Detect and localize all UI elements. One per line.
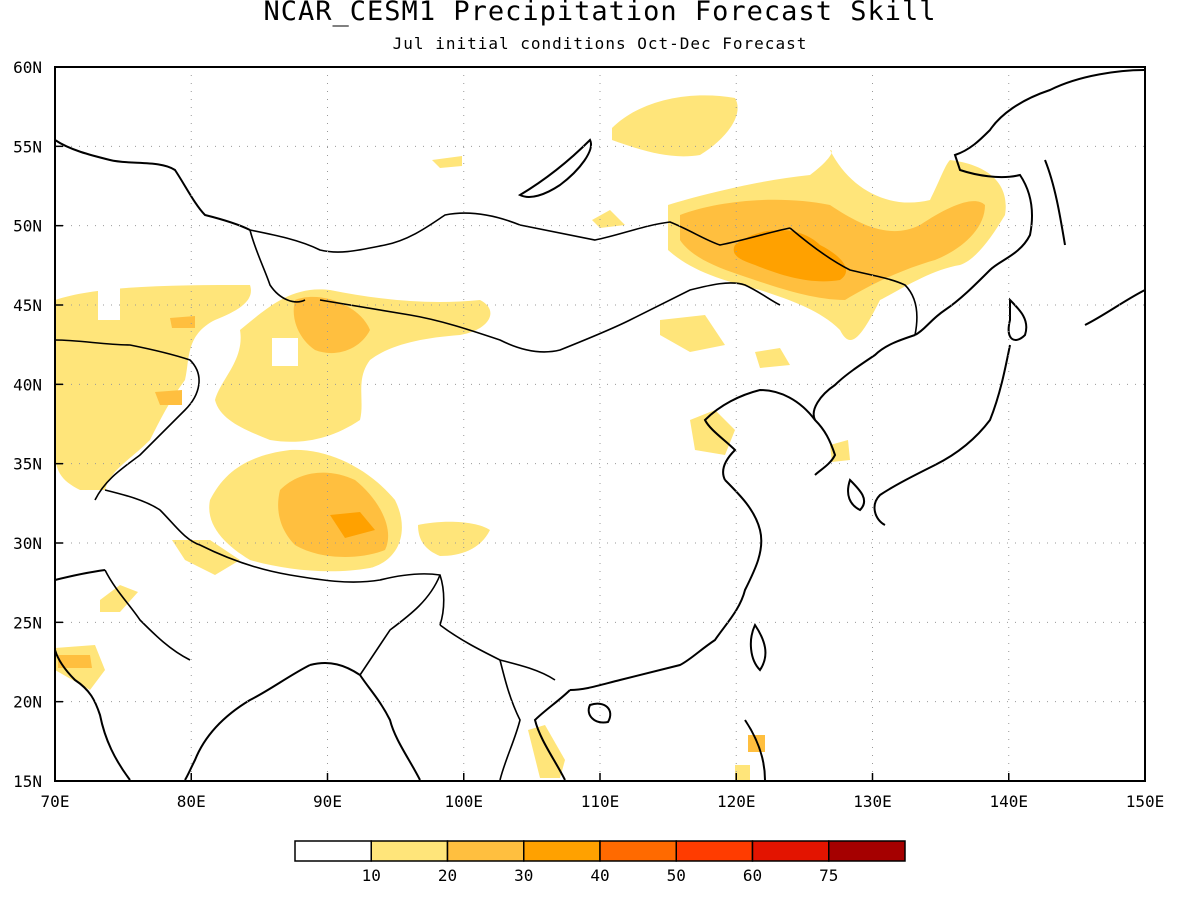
coast-japan <box>873 344 1011 526</box>
lon-tick-label: 120E <box>717 792 756 811</box>
colorbar: 10 20 30 40 50 60 75 <box>294 840 906 885</box>
coast-hainan <box>587 702 612 724</box>
coast-japan-hokkaido <box>1007 297 1028 341</box>
lon-tick-label: 150E <box>1126 792 1165 811</box>
colorbar-label: 10 <box>362 866 381 885</box>
border-central-asia <box>54 339 200 501</box>
shade-tibet-east <box>418 521 490 556</box>
coast-okhotsk <box>812 334 916 476</box>
colorbar-swatch <box>828 840 906 862</box>
colorbar-label: 50 <box>667 866 686 885</box>
shade-ca-small <box>155 390 182 405</box>
coast-india-west <box>54 649 131 781</box>
lon-tick-label: 130E <box>853 792 892 811</box>
chart-title: NCAR_CESM1 Precipitation Forecast Skill <box>263 0 937 27</box>
shade-nepal <box>172 540 240 575</box>
coast-indochina <box>533 689 571 781</box>
border-india-burma <box>359 574 441 676</box>
lon-tick-label: 140E <box>989 792 1028 811</box>
coast-taiwan <box>749 622 767 672</box>
coast-luzon <box>744 719 766 781</box>
lon-tick-label: 70E <box>41 792 70 811</box>
coast-bohai <box>703 388 816 481</box>
coast-caspian <box>54 139 251 231</box>
coast-arctic-pacific <box>914 69 1146 336</box>
coastlines <box>54 69 1146 781</box>
lon-tick-label: 100E <box>444 792 483 811</box>
shade-ne-small <box>660 315 725 352</box>
chart-subtitle: Jul initial conditions Oct-Dec Forecast <box>392 34 808 53</box>
colorbar-label: 60 <box>743 866 762 885</box>
shade-tibet-core <box>330 512 375 538</box>
border-mongolia-china <box>319 282 781 353</box>
shade-tarim <box>215 289 491 442</box>
shade-pakistan <box>100 585 138 612</box>
shade-tarim-mid <box>293 296 370 354</box>
coast-kamchatka <box>1084 289 1146 326</box>
shade-siberia-north <box>612 95 738 157</box>
coast-pakistan <box>54 569 106 581</box>
colorbar-swatch <box>523 840 601 862</box>
coast-kyushu <box>847 478 866 512</box>
colorbar-swatch <box>446 840 525 862</box>
border-indochina <box>439 624 556 681</box>
coast-burma <box>309 662 421 781</box>
lat-tick-label: 40N <box>13 375 42 394</box>
colorbar-swatch <box>675 840 754 862</box>
colorbar-label: 30 <box>514 866 533 885</box>
lon-tick-labels: 70E 80E 90E 100E 110E 120E 130E 140E 150E <box>41 773 1165 811</box>
shade-philippines2 <box>735 765 750 780</box>
lon-tick-label: 90E <box>313 792 342 811</box>
coast-east-china <box>569 479 763 691</box>
lat-tick-label: 20N <box>13 693 42 712</box>
border-russia-china-mongolia <box>249 212 791 253</box>
border-china-ne <box>789 227 918 336</box>
shade-philippines <box>748 735 765 752</box>
shade-northeast-mid <box>680 199 985 300</box>
lat-tick-label: 50N <box>13 217 42 236</box>
coast-sakhalin <box>1044 159 1066 246</box>
hole-2 <box>272 338 298 366</box>
colorbar-swatch <box>751 840 830 862</box>
colorbar-label: 40 <box>590 866 609 885</box>
colorbar-swatch <box>294 840 372 862</box>
colorbar-swatch <box>599 840 677 862</box>
shade-india-west-mid <box>58 655 92 668</box>
country-borders <box>54 212 918 781</box>
lat-tick-label: 45N <box>13 296 42 315</box>
lat-tick-label: 30N <box>13 534 42 553</box>
lat-tick-label: 55N <box>13 137 42 156</box>
shade-korea <box>690 410 735 455</box>
shade-central-asia <box>55 285 251 490</box>
border-laos <box>499 659 521 781</box>
shade-small-1 <box>432 156 462 168</box>
colorbar-swatch <box>370 840 449 862</box>
lat-tick-label: 35N <box>13 455 42 474</box>
lon-tick-label: 80E <box>177 792 206 811</box>
border-india-pakistan <box>104 569 191 661</box>
border-kazakh <box>249 229 306 303</box>
colorbar-label: 75 <box>819 866 838 885</box>
shade-northeast-core <box>733 230 847 282</box>
hole-1 <box>98 288 120 320</box>
shade-ne-small2 <box>755 348 790 368</box>
shade-small-2 <box>592 210 625 228</box>
colorbar-label: 20 <box>438 866 457 885</box>
lat-tick-label: 25N <box>13 613 42 632</box>
coast-baikal <box>517 138 592 198</box>
lat-tick-label: 15N <box>13 772 42 791</box>
coast-bengal <box>184 664 311 781</box>
shade-ca-small2 <box>170 316 195 328</box>
lon-tick-label: 110E <box>581 792 620 811</box>
lat-tick-label: 60N <box>13 58 42 77</box>
lat-tick-labels: 15N 20N 25N 30N 35N 40N 45N 50N 55N 60N <box>13 58 63 791</box>
